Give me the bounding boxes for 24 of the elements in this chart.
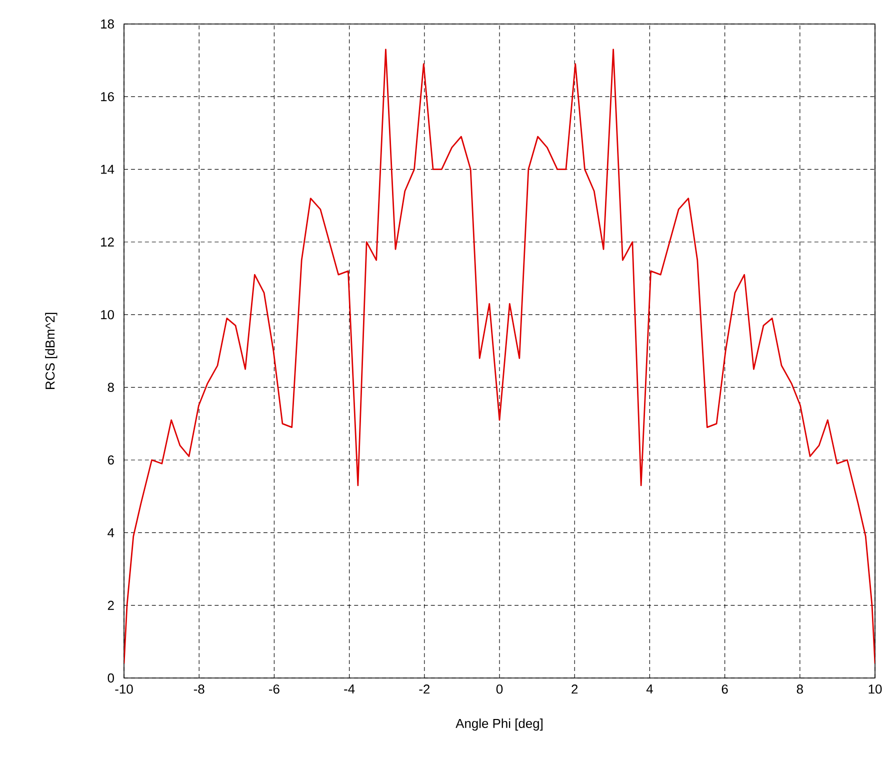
x-axis-title: Angle Phi [deg] [456,718,542,731]
y-tick-label: 12 [101,237,114,247]
y-tick-label: 0 [108,673,114,683]
y-tick-label: 10 [101,310,114,320]
x-tick-label: 4 [646,684,653,694]
x-tick-label: -2 [419,684,430,694]
x-tick-label: 2 [572,684,578,694]
x-tick-label: 0 [496,684,503,694]
x-tick-label: -10 [115,684,133,694]
y-tick-label: 16 [101,92,114,102]
y-tick-label: 8 [108,382,114,392]
x-tick-label: 8 [796,684,803,694]
x-tick-label: -8 [194,684,204,694]
line-series [124,48,876,664]
x-tick-label: -4 [344,684,355,694]
y-tick-label: 14 [101,164,114,174]
y-tick-label: 4 [108,528,114,538]
x-tick-label: 10 [868,684,882,694]
y-tick-label: 18 [101,19,114,29]
y-tick-label: 6 [108,455,114,465]
y-axis-title: RCS [dBm^2] [45,312,58,389]
y-tick-label: 2 [108,600,114,610]
x-tick-label: -6 [269,684,280,694]
x-tick-label: 6 [722,684,728,694]
